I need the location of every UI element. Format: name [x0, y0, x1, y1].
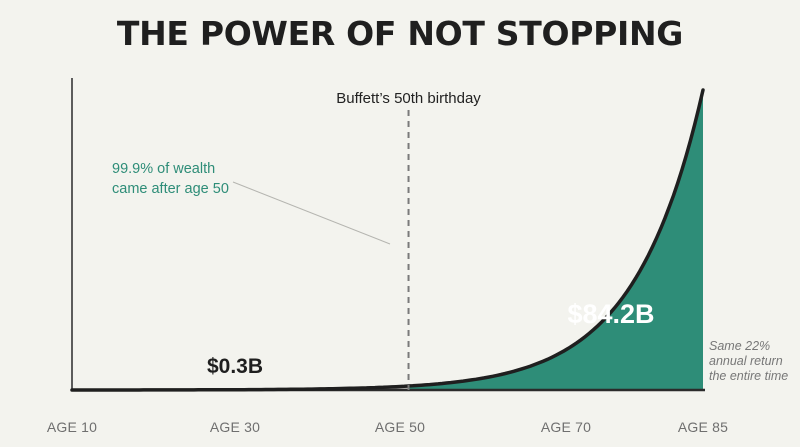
- x-tick-labels: AGE 10 AGE 30 AGE 50 AGE 70 AGE 85: [47, 419, 728, 435]
- x-tick-label: AGE 10: [47, 419, 97, 435]
- callout-leader-line: [232, 181, 391, 245]
- callout-text: 99.9% of wealth came after age 50: [112, 161, 229, 197]
- area-after-age-50: [408, 90, 703, 390]
- callout-line-2: came after age 50: [112, 181, 229, 197]
- age-50-marker-label: Buffett’s 50th birthday: [336, 90, 481, 107]
- x-tick-label: AGE 30: [210, 419, 260, 435]
- growth-curve: [70, 88, 705, 392]
- callout-line-1: 99.9% of wealth: [112, 161, 215, 177]
- value-label-before: $0.3B: [207, 355, 263, 378]
- x-tick-label: AGE 50: [375, 419, 425, 435]
- side-note: Same 22% annual return the entire time: [709, 339, 788, 383]
- side-note-line-1: Same 22%: [709, 339, 770, 353]
- x-tick-label: AGE 70: [541, 419, 591, 435]
- side-note-line-3: the entire time: [709, 369, 788, 383]
- value-label-after: $84.2B: [567, 299, 654, 329]
- side-note-line-2: annual return: [709, 354, 783, 368]
- x-tick-label: AGE 85: [678, 419, 728, 435]
- chart-title: THE POWER OF NOT STOPPING: [116, 14, 684, 53]
